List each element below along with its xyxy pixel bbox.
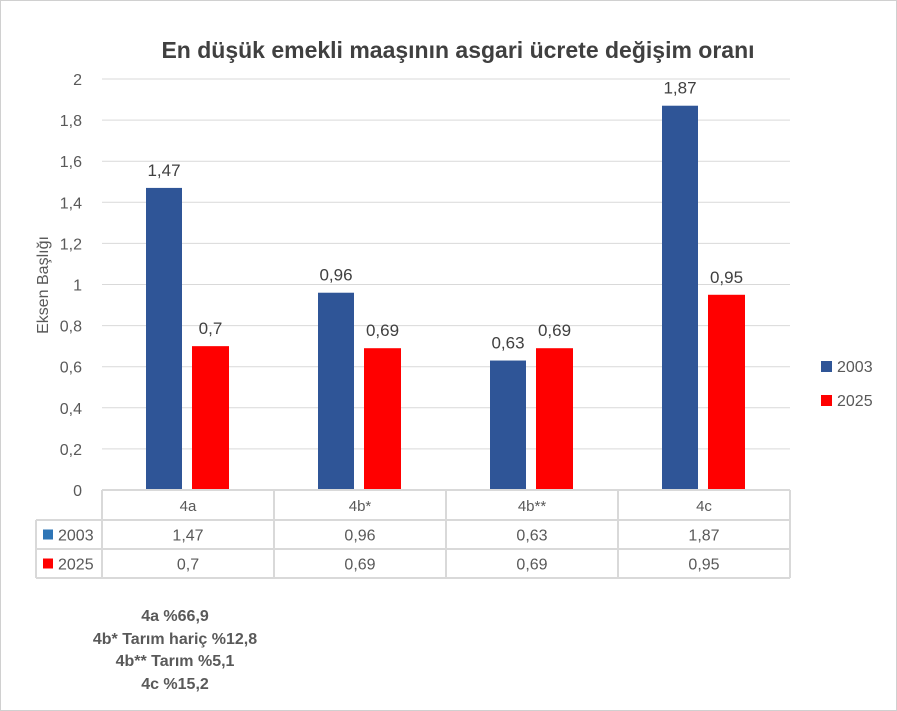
legend-key-2025 — [821, 395, 832, 406]
legend-key-2003 — [821, 361, 832, 372]
note-4b2: 4b** Tarım %5,1 — [115, 653, 235, 670]
notes: 4a %66,9 4b* Tarım hariç %12,8 4b** Tarı… — [40, 606, 310, 696]
y-tick-label: 0,8 — [60, 319, 82, 336]
legend-label: 2025 — [837, 393, 873, 410]
bar-2003-4b** — [490, 360, 526, 490]
data-label: 0,95 — [710, 268, 743, 287]
data-label: 0,69 — [538, 321, 571, 340]
bar-2025-4b* — [364, 348, 401, 490]
y-tick-label: 1,2 — [60, 236, 82, 253]
table-cell: 1,47 — [172, 528, 203, 545]
table-legend-key-2025 — [43, 558, 53, 569]
bar-2025-4a — [192, 346, 229, 490]
table-cell: 0,69 — [516, 557, 547, 574]
table-cell: 0,63 — [516, 528, 547, 545]
x-category-label: 4a — [180, 498, 197, 515]
table-series-label: 2003 — [58, 528, 94, 545]
bar-2003-4b* — [318, 292, 354, 490]
y-axis-title: Eksen Başlığı — [35, 236, 52, 334]
table-cell: 0,96 — [344, 528, 375, 545]
data-label: 0,7 — [199, 319, 223, 338]
y-tick-label: 0,6 — [60, 360, 82, 377]
table-cell: 0,7 — [177, 557, 199, 574]
y-tick-label: 0 — [73, 483, 82, 500]
legend-label: 2003 — [837, 359, 873, 376]
x-category-label: 4b** — [518, 498, 547, 515]
table-series-label: 2025 — [58, 557, 94, 574]
y-tick-label: 2 — [73, 72, 82, 89]
data-label: 1,47 — [147, 161, 180, 180]
table-cell: 1,87 — [688, 528, 719, 545]
note-4a: 4a %66,9 — [141, 608, 209, 625]
note-4c: 4c %15,2 — [141, 675, 209, 693]
y-tick-label: 0,2 — [60, 442, 82, 459]
data-label: 0,63 — [491, 334, 524, 353]
y-tick-label: 0,4 — [60, 401, 82, 418]
y-tick-label: 1 — [73, 278, 82, 295]
note-4b: 4b* Tarım hariç %12,8 — [92, 630, 258, 648]
data-label: 0,69 — [366, 321, 399, 340]
table-legend-key-2003 — [43, 529, 53, 540]
y-tick-label: 1,4 — [60, 195, 82, 212]
data-label: 1,87 — [663, 79, 696, 98]
bar-2003-4a — [146, 187, 182, 491]
table-cell: 0,95 — [688, 557, 719, 574]
y-tick-label: 1,8 — [60, 113, 82, 130]
x-category-label: 4c — [696, 498, 712, 515]
chart-title: En düşük emekli maaşının asgari ücrete d… — [161, 37, 754, 63]
bar-2003-4c — [662, 105, 698, 490]
x-category-label: 4b* — [349, 498, 372, 515]
bar-2025-4c — [708, 294, 745, 490]
table-cell: 0,69 — [344, 557, 375, 574]
data-label: 0,96 — [319, 266, 352, 285]
bar-2025-4b** — [536, 348, 573, 490]
y-tick-label: 1,6 — [60, 154, 82, 171]
